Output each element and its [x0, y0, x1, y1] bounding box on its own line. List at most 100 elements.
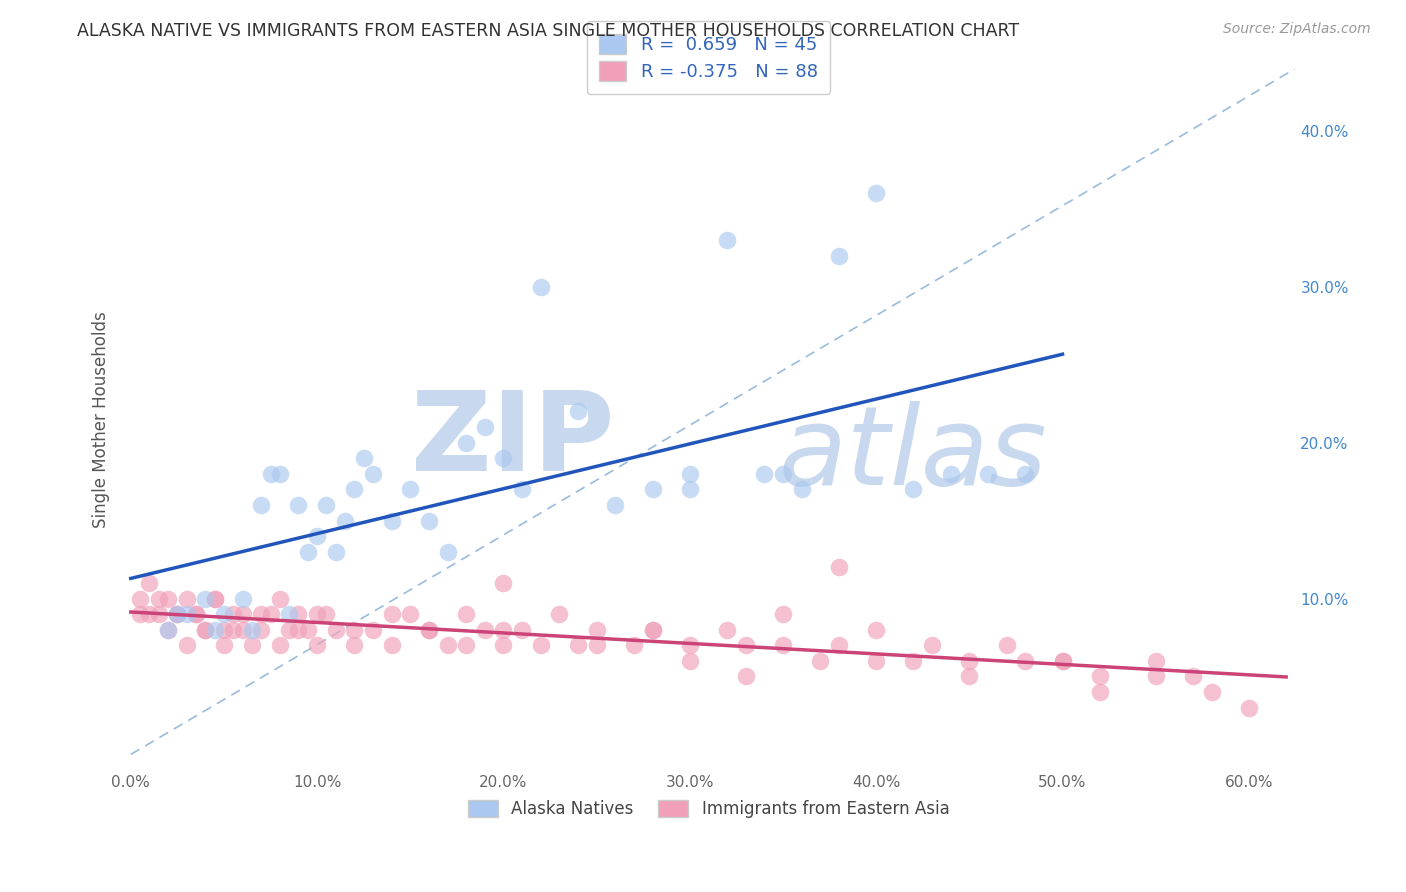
- Point: [828, 249, 851, 263]
- Point: [1052, 654, 1074, 668]
- Point: [808, 654, 831, 668]
- Point: [641, 623, 664, 637]
- Point: [828, 560, 851, 574]
- Point: [176, 638, 198, 652]
- Point: [995, 638, 1018, 652]
- Legend: Alaska Natives, Immigrants from Eastern Asia: Alaska Natives, Immigrants from Eastern …: [461, 793, 956, 825]
- Point: [605, 498, 627, 512]
- Text: ZIP: ZIP: [411, 387, 614, 494]
- Point: [250, 623, 273, 637]
- Point: [418, 623, 440, 637]
- Point: [129, 607, 152, 621]
- Point: [325, 623, 347, 637]
- Point: [977, 467, 1000, 481]
- Point: [307, 638, 329, 652]
- Point: [957, 669, 980, 683]
- Point: [1181, 669, 1204, 683]
- Point: [307, 607, 329, 621]
- Point: [865, 186, 887, 201]
- Point: [903, 654, 925, 668]
- Point: [138, 576, 160, 591]
- Point: [585, 638, 607, 652]
- Point: [1201, 685, 1223, 699]
- Point: [232, 591, 254, 606]
- Point: [333, 514, 356, 528]
- Point: [315, 607, 337, 621]
- Point: [212, 623, 235, 637]
- Point: [492, 638, 515, 652]
- Point: [456, 607, 478, 621]
- Point: [1144, 654, 1167, 668]
- Point: [176, 607, 198, 621]
- Point: [250, 607, 273, 621]
- Point: [212, 607, 235, 621]
- Point: [585, 623, 607, 637]
- Point: [194, 591, 217, 606]
- Point: [1052, 654, 1074, 668]
- Point: [157, 591, 180, 606]
- Point: [772, 607, 794, 621]
- Point: [716, 623, 738, 637]
- Point: [343, 638, 366, 652]
- Point: [679, 467, 702, 481]
- Point: [436, 638, 458, 652]
- Point: [492, 576, 515, 591]
- Point: [921, 638, 943, 652]
- Text: atlas: atlas: [779, 401, 1047, 508]
- Point: [679, 654, 702, 668]
- Point: [418, 623, 440, 637]
- Point: [166, 607, 188, 621]
- Point: [456, 638, 478, 652]
- Point: [361, 467, 384, 481]
- Point: [222, 607, 245, 621]
- Point: [1014, 467, 1036, 481]
- Point: [148, 591, 170, 606]
- Point: [204, 591, 226, 606]
- Point: [1014, 654, 1036, 668]
- Point: [865, 623, 887, 637]
- Point: [297, 623, 319, 637]
- Text: ALASKA NATIVE VS IMMIGRANTS FROM EASTERN ASIA SINGLE MOTHER HOUSEHOLDS CORRELATI: ALASKA NATIVE VS IMMIGRANTS FROM EASTERN…: [77, 22, 1019, 40]
- Point: [623, 638, 645, 652]
- Point: [436, 545, 458, 559]
- Point: [1088, 669, 1111, 683]
- Point: [641, 623, 664, 637]
- Point: [939, 467, 962, 481]
- Point: [278, 607, 301, 621]
- Point: [259, 607, 281, 621]
- Point: [456, 435, 478, 450]
- Point: [343, 623, 366, 637]
- Point: [474, 420, 496, 434]
- Point: [679, 638, 702, 652]
- Point: [381, 514, 404, 528]
- Point: [865, 654, 887, 668]
- Point: [716, 233, 738, 247]
- Point: [772, 638, 794, 652]
- Point: [287, 623, 309, 637]
- Point: [510, 483, 533, 497]
- Point: [1237, 700, 1260, 714]
- Point: [157, 623, 180, 637]
- Point: [1088, 685, 1111, 699]
- Point: [184, 607, 207, 621]
- Point: [157, 623, 180, 637]
- Point: [381, 607, 404, 621]
- Point: [492, 451, 515, 466]
- Point: [232, 607, 254, 621]
- Point: [204, 623, 226, 637]
- Point: [166, 607, 188, 621]
- Point: [232, 623, 254, 637]
- Point: [204, 591, 226, 606]
- Point: [492, 623, 515, 637]
- Point: [129, 591, 152, 606]
- Point: [315, 498, 337, 512]
- Point: [148, 607, 170, 621]
- Point: [1144, 669, 1167, 683]
- Point: [772, 467, 794, 481]
- Point: [474, 623, 496, 637]
- Point: [734, 638, 756, 652]
- Point: [754, 467, 776, 481]
- Point: [222, 623, 245, 637]
- Point: [212, 638, 235, 652]
- Point: [418, 514, 440, 528]
